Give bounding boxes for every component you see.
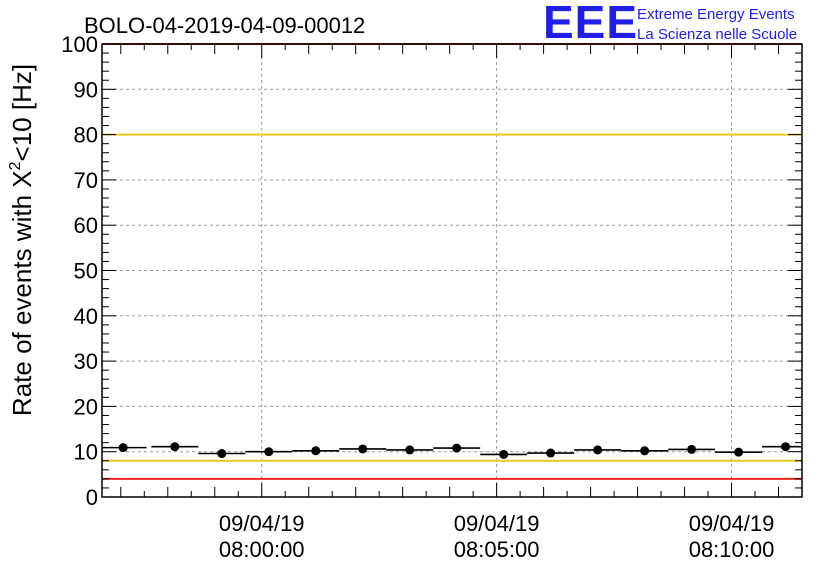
y-tick-label: 20 <box>74 394 98 419</box>
logo-line-2: La Scienza nelle Scuole <box>637 26 797 43</box>
y-tick-label: 0 <box>86 485 98 510</box>
data-point <box>170 442 180 452</box>
axis-ticks <box>102 43 803 498</box>
data-point <box>734 447 744 457</box>
data-point <box>264 447 274 457</box>
y-tick-label: 50 <box>74 259 98 284</box>
y-axis-title-sup: 2 <box>7 161 24 170</box>
logo-line-1: Extreme Energy Events <box>637 6 795 23</box>
y-tick-label: 30 <box>74 349 98 374</box>
logo-text: EEE <box>543 0 638 48</box>
x-tick-date: 09/04/19 <box>454 511 540 536</box>
x-tick-time: 08:05:00 <box>454 537 540 562</box>
x-tick-date: 09/04/19 <box>219 511 305 536</box>
y-axis-title-main: Rate of events with X <box>7 170 37 416</box>
y-tick-label: 40 <box>74 304 98 329</box>
data-point <box>499 449 509 459</box>
data-point <box>781 442 791 452</box>
data-point <box>640 446 650 456</box>
plot-frame <box>101 43 803 498</box>
data-point <box>405 445 415 455</box>
x-tick-time: 08:00:00 <box>219 537 305 562</box>
x-tick-time: 08:10:00 <box>689 537 775 562</box>
data-point <box>687 444 697 454</box>
y-axis-title-tail: <10 [Hz] <box>7 64 37 162</box>
data-point <box>452 443 462 453</box>
data-point <box>358 444 368 454</box>
grid <box>102 44 802 497</box>
y-tick-label: 90 <box>74 77 98 102</box>
x-tick-date: 09/04/19 <box>689 511 775 536</box>
tick-labels: 010203040506070809010009/04/1908:00:0009… <box>61 32 774 562</box>
y-axis-title: Rate of events with X2<10 [Hz] <box>7 64 37 416</box>
chart-title: BOLO-04-2019-04-09-00012 <box>84 13 365 38</box>
data-series <box>102 442 802 459</box>
y-tick-label: 60 <box>74 213 98 238</box>
y-tick-label: 100 <box>61 32 98 57</box>
data-point <box>546 448 556 458</box>
data-point <box>118 443 128 453</box>
y-tick-label: 10 <box>74 440 98 465</box>
y-tick-label: 70 <box>74 168 98 193</box>
eee-logo: EEE Extreme Energy Events La Scienza nel… <box>543 0 797 48</box>
data-point <box>593 445 603 455</box>
reference-lines <box>102 43 802 480</box>
data-point <box>311 446 321 456</box>
data-point <box>217 449 227 459</box>
y-tick-label: 80 <box>74 123 98 148</box>
